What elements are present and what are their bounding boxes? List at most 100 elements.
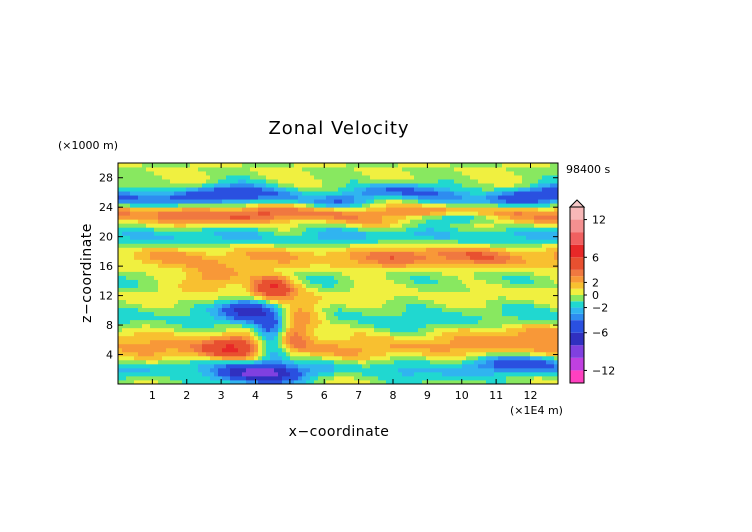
field-cell (394, 323, 399, 329)
field-cell (242, 355, 247, 361)
field-cell (378, 303, 383, 309)
field-cell (210, 235, 215, 240)
field-cell (310, 215, 315, 220)
field-cell (318, 175, 323, 180)
field-cell (118, 375, 123, 381)
field-cell (162, 275, 167, 280)
field-cell (170, 223, 175, 228)
field-cell (130, 203, 135, 208)
field-cell (122, 271, 127, 276)
field-cell (266, 239, 271, 244)
field-cell (166, 283, 171, 288)
field-cell (306, 287, 311, 292)
field-cell (170, 335, 175, 341)
field-cell (454, 231, 459, 236)
field-cell (418, 223, 423, 228)
field-cell (162, 335, 167, 341)
field-cell (298, 375, 303, 381)
field-cell (338, 283, 343, 288)
field-cell (370, 163, 375, 168)
field-cell (426, 199, 431, 204)
field-cell (374, 283, 379, 288)
field-cell (438, 275, 443, 280)
field-cell (354, 307, 359, 313)
field-cell (206, 367, 211, 373)
field-cell (186, 379, 191, 385)
field-cell (230, 199, 235, 204)
field-cell (206, 355, 211, 361)
field-cell (466, 211, 471, 216)
field-cell (294, 235, 299, 240)
field-cell (218, 235, 223, 240)
field-cell (378, 167, 383, 172)
field-cell (442, 251, 447, 256)
field-cell (434, 239, 439, 244)
field-cell (438, 263, 443, 268)
field-cell (386, 211, 391, 216)
field-cell (462, 295, 467, 301)
field-cell (314, 191, 319, 196)
field-cell (238, 279, 243, 284)
field-cell (454, 179, 459, 184)
field-cell (202, 299, 207, 305)
field-cell (238, 191, 243, 196)
field-cell (122, 167, 127, 172)
field-cell (350, 263, 355, 268)
field-cell (410, 271, 415, 276)
field-cell (214, 163, 219, 168)
field-cell (390, 207, 395, 212)
field-cell (454, 367, 459, 373)
field-cell (202, 263, 207, 268)
field-cell (358, 303, 363, 309)
field-cell (458, 279, 463, 284)
field-cell (474, 251, 479, 256)
field-cell (302, 311, 307, 317)
field-cell (234, 335, 239, 341)
field-cell (366, 235, 371, 240)
field-cell (362, 219, 367, 224)
field-cell (438, 199, 443, 204)
field-cell (126, 195, 131, 200)
field-cell (198, 223, 203, 228)
field-cell (474, 235, 479, 240)
field-cell (222, 183, 227, 188)
field-cell (170, 255, 175, 260)
field-cell (346, 307, 351, 313)
field-cell (350, 163, 355, 168)
field-cell (442, 175, 447, 180)
field-cell (258, 295, 263, 301)
field-cell (222, 223, 227, 228)
field-cell (126, 235, 131, 240)
field-cell (414, 283, 419, 288)
field-cell (422, 351, 427, 357)
field-cell (362, 375, 367, 381)
field-cell (382, 287, 387, 292)
field-cell (174, 207, 179, 212)
field-cell (450, 307, 455, 313)
field-cell (438, 239, 443, 244)
field-cell (254, 167, 259, 172)
field-cell (458, 175, 463, 180)
field-cell (138, 255, 143, 260)
field-cell (454, 227, 459, 232)
field-cell (282, 367, 287, 373)
field-cell (382, 219, 387, 224)
field-cell (426, 191, 431, 196)
field-cell (474, 303, 479, 309)
field-cell (294, 327, 299, 333)
field-cell (178, 359, 183, 365)
field-cell (318, 259, 323, 264)
field-cell (334, 215, 339, 220)
field-cell (454, 343, 459, 349)
field-cell (190, 251, 195, 256)
field-cell (390, 259, 395, 264)
field-cell (198, 251, 203, 256)
field-cell (170, 303, 175, 309)
field-cell (190, 239, 195, 244)
field-cell (302, 175, 307, 180)
field-cell (354, 203, 359, 208)
field-cell (306, 259, 311, 264)
field-cell (234, 219, 239, 224)
field-cell (182, 227, 187, 232)
field-cell (390, 215, 395, 220)
